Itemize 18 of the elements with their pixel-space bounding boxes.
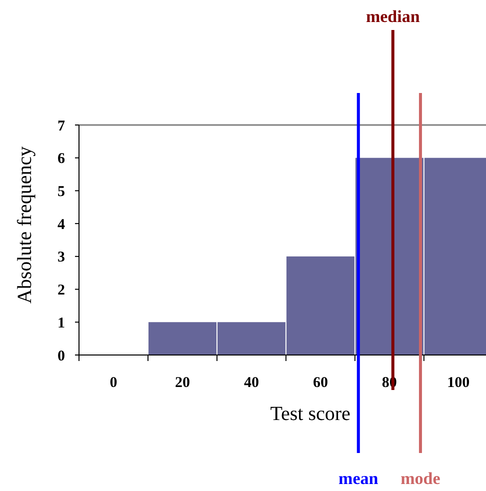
x-tick-label: 40 xyxy=(244,375,259,391)
x-tick-label: 0 xyxy=(110,375,118,391)
y-tick-label: 7 xyxy=(58,118,66,134)
ref-line-label: median xyxy=(366,7,420,26)
y-tick-label: 2 xyxy=(58,282,65,299)
y-axis-title: Absolute frequency xyxy=(14,146,36,304)
y-tick-label: 6 xyxy=(58,151,66,168)
ref-line-label: mean xyxy=(338,469,379,488)
x-tick-label: 20 xyxy=(174,375,190,391)
x-tick-label: 100 xyxy=(447,375,470,391)
ref-line-label: mode xyxy=(400,469,441,488)
x-tick-label: 60 xyxy=(312,375,328,391)
y-tick-label: 4 xyxy=(58,216,66,233)
y-tick-label: 0 xyxy=(58,348,65,364)
y-tick-label: 5 xyxy=(58,184,65,200)
y-tick-label: 1 xyxy=(58,315,65,332)
x-axis-title: Test score xyxy=(270,403,351,425)
y-tick-label: 3 xyxy=(58,250,65,266)
